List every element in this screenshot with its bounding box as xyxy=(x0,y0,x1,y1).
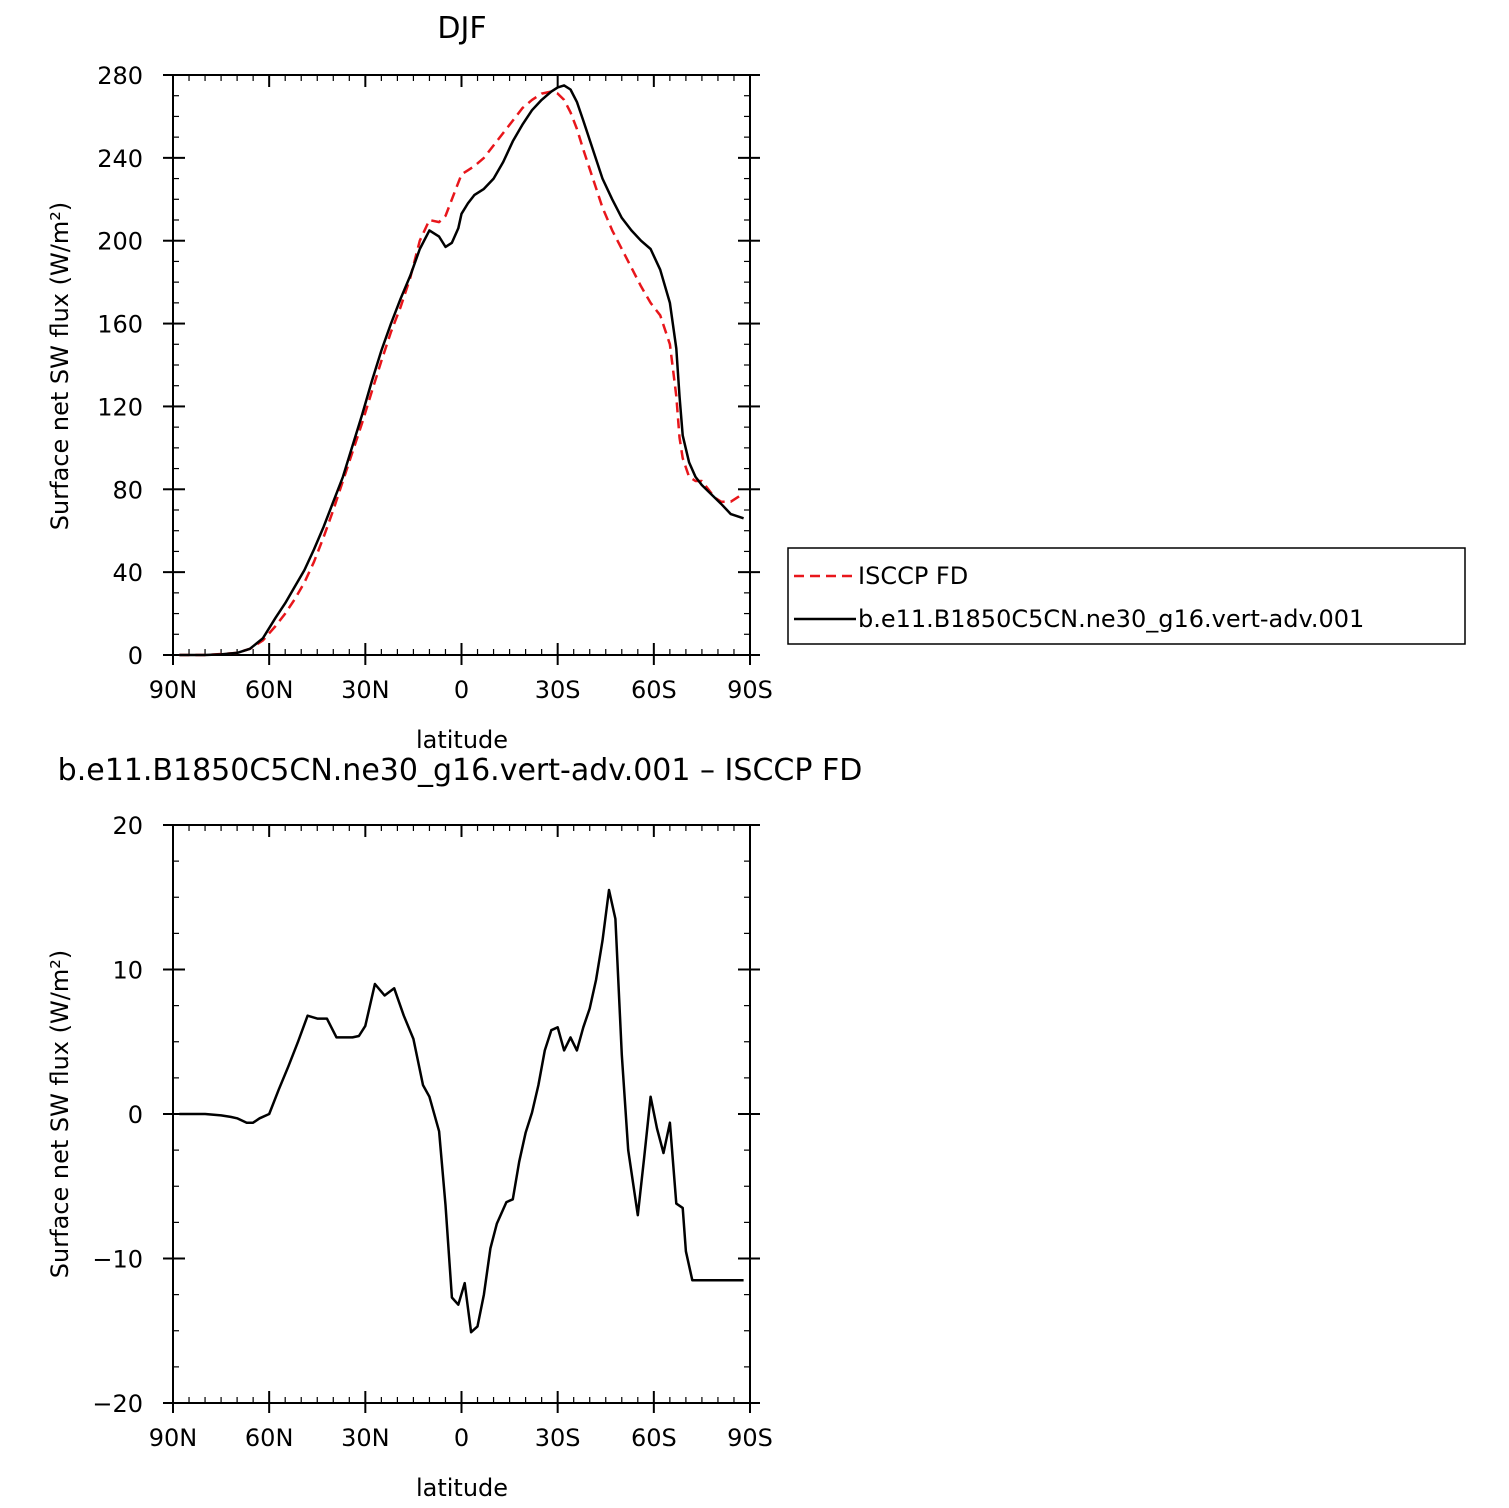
bottom-x-tick-label: 90S xyxy=(727,1424,773,1452)
bottom-y-axis-label: Surface net SW flux (W/m²) xyxy=(46,950,74,1278)
bottom-axes: 90N 60N 30N 0 30S 60S 90S −20 −10 0 10 20 xyxy=(92,812,773,1452)
bottom-x-tick-label: 60S xyxy=(631,1424,677,1452)
bottom-y-tick-label: 20 xyxy=(112,812,143,840)
top-y-axis-label: Surface net SW flux (W/m²) xyxy=(46,202,74,530)
top-series-1-line xyxy=(179,84,744,657)
legend-label-model: b.e11.B1850C5CN.ne30_g16.vert-adv.001 xyxy=(858,605,1364,633)
top-y-tick-label: 40 xyxy=(112,559,143,587)
top-x-tick-label: 90N xyxy=(149,676,198,704)
top-x-tick-label: 30S xyxy=(535,676,581,704)
top-x-tick-label: 90S xyxy=(727,676,773,704)
top-series-0-line xyxy=(179,90,745,657)
bottom-y-tick-label: −20 xyxy=(92,1390,143,1418)
top-y-tick-label: 80 xyxy=(112,476,143,504)
top-axes: 90N 60N 30N 0 30S 60S 90S 0 40 80 120 160 200 240 280 xyxy=(97,62,773,704)
top-panel: DJF Surface net SW flux (W/m²) latitude … xyxy=(46,11,773,754)
top-y-tick-label: 240 xyxy=(97,145,143,173)
top-x-tick-label: 60S xyxy=(631,676,677,704)
bottom-y-tick-label: −10 xyxy=(92,1246,143,1274)
bottom-x-tick-label: 30N xyxy=(341,1424,390,1452)
bottom-chart-title: b.e11.B1850C5CN.ne30_g16.vert-adv.001 – … xyxy=(58,753,863,788)
top-x-tick-label: 30N xyxy=(341,676,390,704)
top-y-tick-label: 200 xyxy=(97,228,143,256)
bottom-x-tick-label: 60N xyxy=(245,1424,294,1452)
legend-box xyxy=(787,547,1466,645)
bottom-y-tick-label: 0 xyxy=(128,1101,143,1129)
bottom-x-tick-label: 0 xyxy=(454,1424,469,1452)
legend-label-isccp: ISCCP FD xyxy=(858,562,968,590)
top-chart-title: DJF xyxy=(437,11,486,46)
bottom-x-tick-label: 90N xyxy=(149,1424,198,1452)
top-x-axis-label: latitude xyxy=(416,726,508,754)
top-y-tick-label: 160 xyxy=(97,311,143,339)
bottom-panel: b.e11.B1850C5CN.ne30_g16.vert-adv.001 – … xyxy=(46,753,862,1502)
top-x-tick-label: 60N xyxy=(245,676,294,704)
top-x-tick-label: 0 xyxy=(454,676,469,704)
bottom-x-tick-label: 30S xyxy=(535,1424,581,1452)
top-plot-area xyxy=(179,84,745,657)
top-y-tick-label: 0 xyxy=(128,642,143,670)
bottom-plot-area xyxy=(179,888,744,1334)
top-y-tick-label: 120 xyxy=(97,393,143,421)
bottom-x-axis-label: latitude xyxy=(416,1474,508,1502)
bottom-y-tick-label: 10 xyxy=(112,957,143,985)
bottom-series-0-line xyxy=(179,888,744,1334)
bottom-plot-frame xyxy=(172,824,751,1404)
top-plot-frame xyxy=(172,74,751,656)
legend: ISCCP FD b.e11.B1850C5CN.ne30_g16.vert-a… xyxy=(787,547,1466,645)
top-y-tick-label: 280 xyxy=(97,62,143,90)
